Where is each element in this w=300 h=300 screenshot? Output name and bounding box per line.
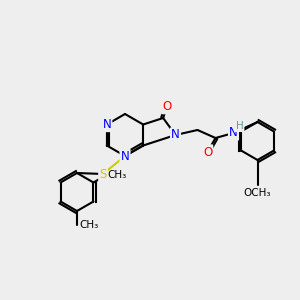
Text: O: O (203, 146, 212, 158)
Text: N: N (171, 128, 180, 142)
Text: CH₃: CH₃ (79, 220, 98, 230)
Text: N: N (102, 118, 111, 131)
Text: S: S (99, 167, 107, 181)
Text: N: N (229, 127, 238, 140)
Text: H: H (236, 121, 243, 131)
Text: OCH₃: OCH₃ (244, 188, 271, 198)
Text: O: O (162, 100, 172, 113)
Text: N: N (121, 149, 129, 163)
Text: CH₃: CH₃ (108, 170, 127, 181)
